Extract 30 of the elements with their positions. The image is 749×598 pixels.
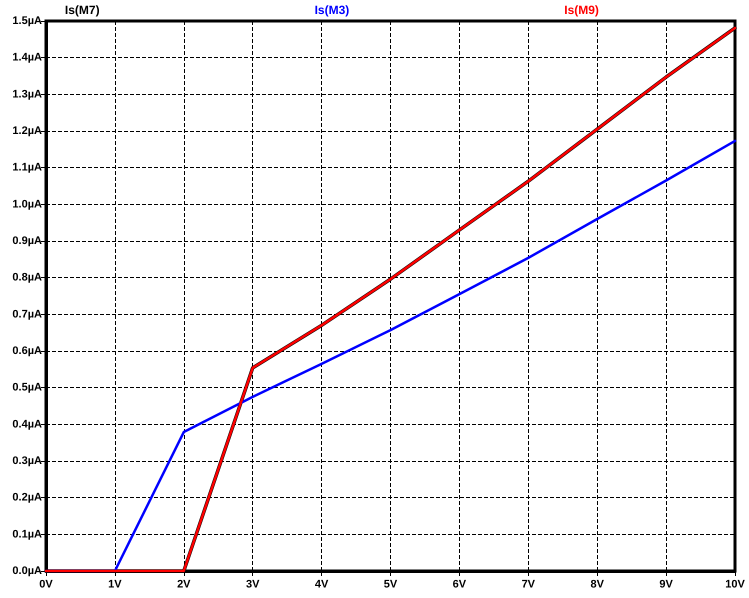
y-tick-label: 0.0µA xyxy=(12,565,42,577)
x-tick-label: 3V xyxy=(246,578,260,590)
x-tick-label: 4V xyxy=(314,578,329,590)
y-tick-label: 0.3µA xyxy=(12,455,42,467)
y-tick-label: 1.0µA xyxy=(12,198,42,210)
x-tick-label: 10V xyxy=(725,578,746,590)
x-tick-label: 1V xyxy=(108,578,122,590)
x-tick-label: 5V xyxy=(384,578,398,590)
text: Is(M9) xyxy=(564,3,599,17)
y-tick-label: 0.9µA xyxy=(12,235,42,247)
y-tick-label: 1.2µA xyxy=(12,125,42,137)
y-tick-label: 0.2µA xyxy=(12,492,42,504)
x-tick-label: 9V xyxy=(659,578,674,590)
y-tick-label: 0.5µA xyxy=(12,382,42,394)
y-tick-label: 1.3µA xyxy=(12,88,42,100)
y-tick-label: 1.1µA xyxy=(12,162,42,174)
x-tick-label: 0V xyxy=(39,578,54,590)
y-tick-label: 0.8µA xyxy=(12,272,42,284)
y-tick-label: 0.1µA xyxy=(12,528,42,540)
y-tick-label: 0.7µA xyxy=(12,308,42,320)
y-tick-label: 0.4µA xyxy=(12,418,42,430)
text: Is(M3) xyxy=(314,3,350,17)
y-tick-label: 1.5µA xyxy=(12,15,42,27)
x-tick-label: 6V xyxy=(452,578,467,590)
x-tick-label: 2V xyxy=(177,578,192,590)
x-tick-label: 7V xyxy=(522,578,536,590)
x-tick-label: 8V xyxy=(590,578,605,590)
text: Is(M7) xyxy=(64,3,100,17)
y-tick-label: 0.6µA xyxy=(12,345,42,357)
y-tick-label: 1.4µA xyxy=(12,52,42,64)
